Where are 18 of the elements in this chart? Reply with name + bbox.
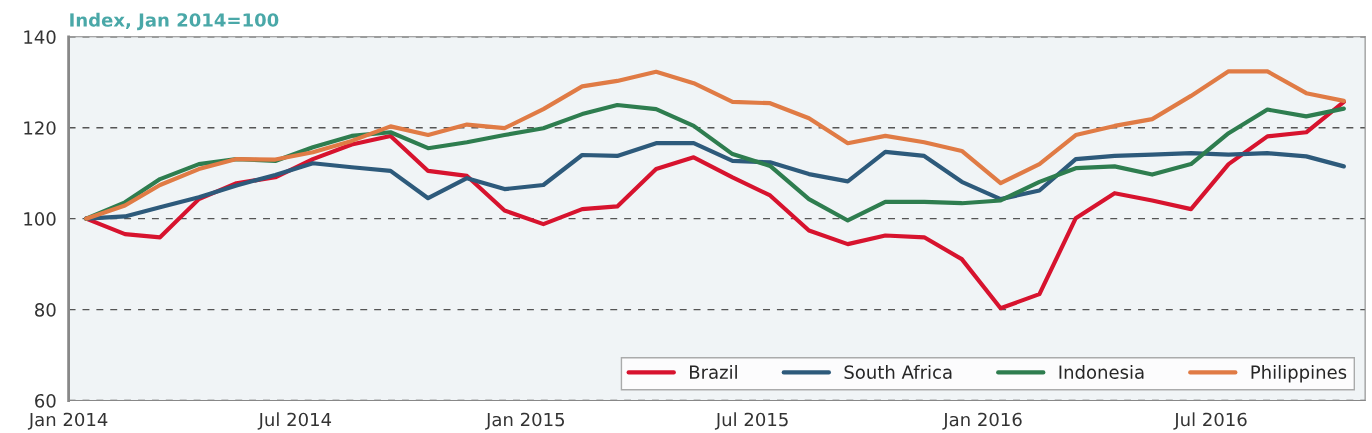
y-tick-label: 140 <box>24 30 56 44</box>
legend-label: Philippines <box>1251 365 1347 383</box>
line-series <box>84 69 1346 221</box>
legend-label: Indonesia <box>1059 365 1144 379</box>
line-series <box>84 141 1346 221</box>
legend-label: Brazil <box>690 365 737 379</box>
y-tick-label: 100 <box>24 212 56 226</box>
legend-label: South Africa <box>844 365 952 379</box>
y-tick-label: 120 <box>24 121 56 135</box>
x-tick-label: Jan 2014 <box>27 412 108 430</box>
y-axis-title: Index, Jan 2014=100 <box>70 12 279 31</box>
x-tick-label: Jul 2015 <box>714 412 788 430</box>
x-tick-label: Jan 2016 <box>942 412 1022 430</box>
x-tick-label: Jul 2014 <box>257 412 332 430</box>
y-tick-label: 80 <box>35 303 56 317</box>
y-tick-label: 60 <box>35 393 56 408</box>
x-tick-label: Jan 2015 <box>485 412 565 430</box>
x-tick-label: Jul 2016 <box>1173 412 1247 430</box>
